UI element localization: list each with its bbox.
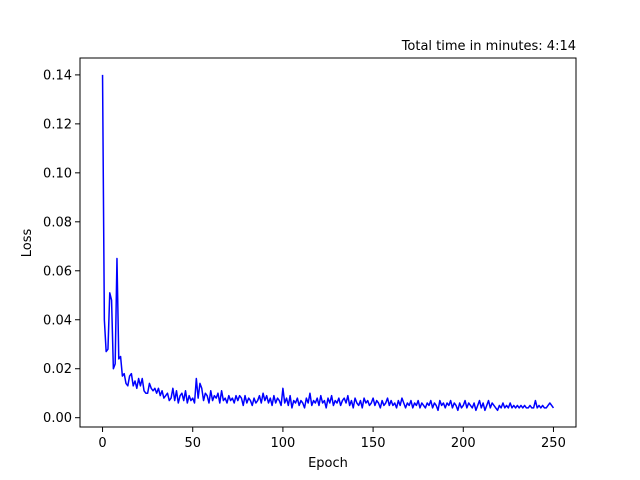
y-tick-label: 0.10	[43, 166, 72, 181]
x-tick-label: 50	[184, 436, 201, 451]
y-tick-label: 0.14	[43, 68, 72, 83]
plot-frame	[79, 57, 577, 428]
chart-title: Total time in minutes: 4:14	[401, 39, 576, 54]
y-axis-label: Loss	[20, 229, 35, 258]
x-axis-label: Epoch	[308, 456, 348, 471]
y-tick-label: 0.00	[43, 411, 72, 426]
x-tick-label: 250	[541, 436, 566, 451]
y-tick-label: 0.08	[43, 215, 72, 230]
x-tick-label: 200	[451, 436, 476, 451]
x-tick-label: 100	[270, 436, 295, 451]
y-tick-label: 0.02	[43, 362, 72, 377]
x-tick-label: 150	[361, 436, 386, 451]
x-tick-label: 0	[98, 436, 106, 451]
y-tick-label: 0.12	[43, 117, 72, 132]
loss-line	[101, 74, 555, 412]
y-tick-label: 0.06	[43, 264, 72, 279]
y-tick-label: 0.04	[43, 313, 72, 328]
